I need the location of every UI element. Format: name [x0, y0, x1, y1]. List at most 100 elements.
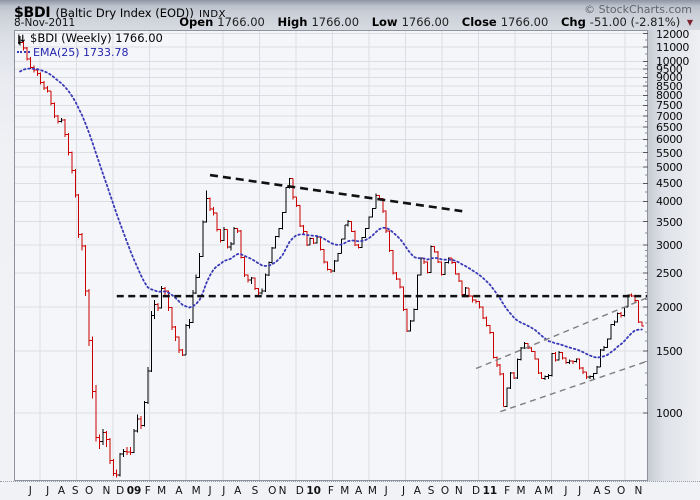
ema-line — [19, 67, 643, 359]
x-tick-label: M — [516, 485, 526, 497]
x-tick-label: J — [46, 485, 50, 497]
x-tick-label: 09 — [126, 485, 142, 497]
chart-date: 8-Nov-2011 — [14, 17, 76, 29]
y-tick-label: 12000 — [656, 27, 689, 41]
x-tick-label: A — [354, 485, 363, 497]
instrument-name: (Baltic Dry Index (EOD)) — [55, 6, 194, 20]
chart-legend: |↓ $BDI (Weekly) 1766.00 EMA(25) 1733.78 — [17, 32, 163, 59]
x-tick-label: J — [222, 485, 226, 497]
x-tick-label: A — [593, 485, 601, 497]
y-tick-label: 1000 — [656, 407, 683, 420]
x-tick-label: D — [295, 485, 304, 497]
quote-summary: Open 1766.00 High 1766.00 Low 1766.00 Close… — [170, 15, 693, 29]
x-tick-label: A — [534, 485, 542, 497]
y-tick-label: 1500 — [656, 345, 683, 359]
ohlc-style-icon: |↓ — [17, 34, 27, 45]
x-tick-label: F — [144, 485, 151, 497]
legend-ema-series: EMA(25) 1733.78 — [17, 46, 163, 59]
gridlines — [14, 30, 648, 481]
y-axis-ticks — [643, 33, 648, 414]
change-label: Chg — [560, 15, 586, 29]
x-tick-label: N — [454, 485, 463, 497]
y-tick-label: 6500 — [656, 121, 683, 135]
y-tick-label: 9500 — [656, 63, 683, 77]
x-tick-label: M — [191, 485, 201, 497]
x-tick-label: M — [340, 485, 350, 497]
stockcharts-copyright: © StockCharts.com — [584, 3, 692, 16]
y-tick-label: 10000 — [656, 55, 689, 69]
change-value: -51.00 (-2.81%) — [589, 15, 681, 29]
x-tick-label: N — [102, 485, 111, 497]
open-value: 1766.00 — [217, 15, 265, 29]
y-tick-label: 8000 — [656, 89, 683, 103]
x-tick-label: J — [28, 485, 32, 497]
trendline-channel-lower — [500, 360, 648, 413]
price-chart-svg — [14, 30, 648, 481]
y-tick-label: 4000 — [656, 195, 683, 209]
x-tick-label: J — [564, 485, 568, 497]
x-tick-label: A — [57, 485, 66, 497]
exchange-label: INDX — [198, 9, 226, 20]
x-tick-label: S — [427, 485, 435, 497]
x-tick-label: M — [544, 485, 554, 497]
y-tick-label: 3000 — [656, 239, 683, 253]
x-tick-label: S — [604, 485, 611, 497]
x-tick-label: J — [578, 485, 582, 497]
y-tick-label: 9000 — [656, 71, 683, 85]
x-tick-label: D — [472, 485, 481, 497]
ticker-symbol: $BDI — [14, 5, 51, 21]
y-tick-label: 8500 — [656, 80, 683, 94]
x-tick-label: S — [251, 485, 259, 497]
x-tick-label: N — [278, 485, 287, 497]
x-axis-timeline: J J A S O N D 09 F M A M J J A S O N D 10 F M A M J J A S O N D 11 F M A M J… — [0, 481, 700, 500]
y-tick-label: 6000 — [656, 133, 683, 147]
x-tick-label: O — [268, 485, 277, 497]
y-tick-label: 3500 — [656, 215, 683, 229]
low-value: 1766.00 — [401, 15, 450, 29]
trendline-channel-upper — [475, 296, 648, 370]
legend-price-label: $BDI (Weekly) 1766.00 — [30, 31, 163, 45]
y-tick-label: 5000 — [656, 161, 683, 175]
x-tick-label: J — [384, 485, 388, 497]
high-value: 1766.00 — [311, 15, 360, 29]
ohlc-bars — [17, 36, 645, 478]
y-tick-label: 11000 — [656, 40, 689, 54]
x-tick-label: O — [84, 485, 94, 497]
x-tick-label: A — [413, 485, 421, 497]
legend-price-series: |↓ $BDI (Weekly) 1766.00 — [17, 32, 163, 46]
x-tick-label: N — [634, 485, 643, 497]
x-tick-label: F — [504, 485, 511, 497]
y-tick-label: 2000 — [656, 301, 683, 315]
high-label: High — [277, 15, 308, 29]
x-tick-label: J — [208, 485, 212, 497]
y-tick-label: 2500 — [656, 267, 683, 281]
x-tick-label: M — [367, 485, 377, 497]
x-tick-label: J — [401, 485, 406, 497]
x-tick-label: A — [234, 485, 242, 497]
legend-ema-label: EMA(25) 1733.78 — [33, 46, 129, 59]
close-label: Close — [461, 15, 497, 29]
chart-title: $BDI (Baltic Dry Index (EOD)) INDX — [14, 2, 226, 21]
x-tick-label: 11 — [482, 485, 498, 497]
trendline-downtrend — [209, 173, 463, 213]
x-tick-label: F — [327, 485, 334, 497]
x-tick-label: M — [157, 485, 167, 497]
low-label: Low — [371, 15, 398, 29]
ema-line-swatch — [17, 51, 30, 53]
y-axis-price-scale: 12000 11000 10000 9500 9000 8500 8000 7500 7000 6… — [648, 27, 700, 481]
x-tick-label: D — [116, 485, 125, 497]
y-tick-label: 7500 — [656, 99, 683, 113]
x-tick-label: O — [440, 485, 450, 497]
chart-plot-area: |↓ $BDI (Weekly) 1766.00 EMA(25) 1733.78 — [14, 30, 648, 481]
x-tick-label: A — [175, 485, 183, 497]
down-arrow-icon: ▼ — [686, 18, 693, 27]
close-value: 1766.00 — [500, 15, 549, 29]
y-tick-label: 7000 — [656, 109, 683, 123]
y-tick-label: 5500 — [656, 146, 683, 160]
open-label: Open — [179, 15, 214, 29]
y-tick-label: 4500 — [656, 177, 683, 191]
x-tick-label: 10 — [306, 485, 321, 497]
x-tick-label: S — [71, 485, 79, 497]
x-tick-label: O — [617, 485, 626, 497]
